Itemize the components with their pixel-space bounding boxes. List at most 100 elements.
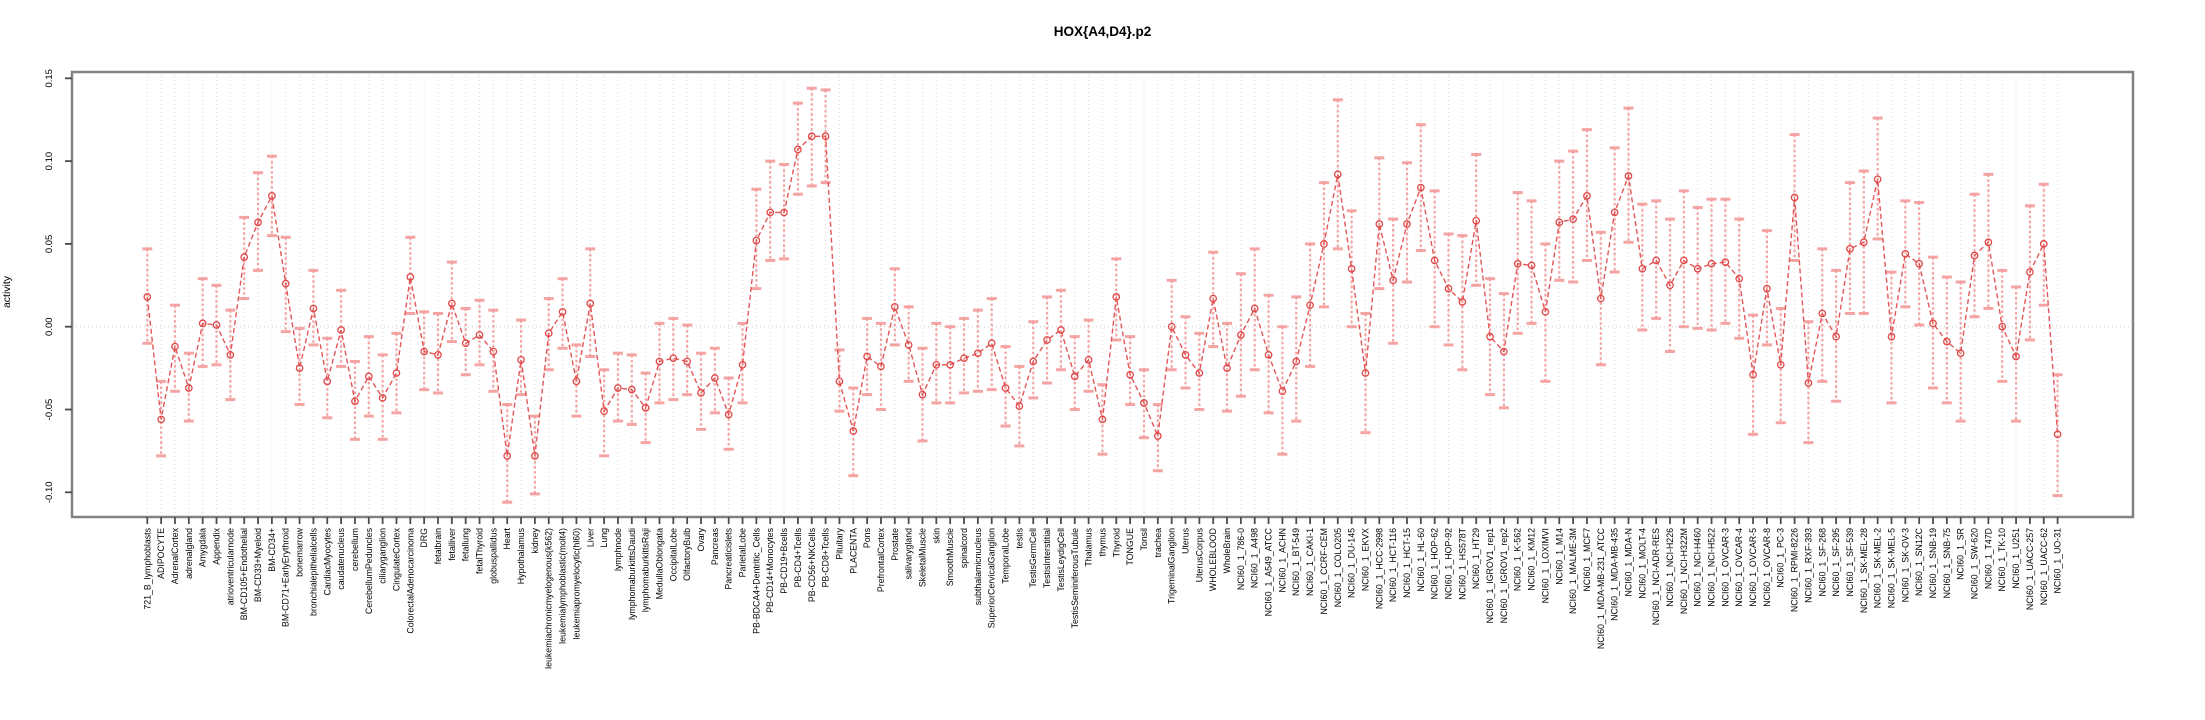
x-tick-label: NCI60_1_OVCAR-8 [1762,528,1772,607]
data-point [1070,372,1079,381]
data-point [309,304,318,313]
data-point [1153,432,1162,440]
data-point [586,299,595,308]
x-tick-label: NCI60_1_ACHN [1277,528,1287,593]
data-point [184,384,193,392]
data-point [1790,193,1799,202]
x-tick-label: NCI60_1_IGROV1_rep1 [1485,528,1495,623]
data-point [1486,332,1494,341]
x-tick-label: NCI60_1_HOP-62 [1430,528,1440,599]
data-point [1707,259,1716,268]
x-tick-label: NCI60_1_UO-31 [2053,528,2063,594]
x-tick-label: leukemialymphoblastic(molt4) [558,528,568,644]
data-point [1001,384,1010,392]
data-point [392,369,401,377]
data-point [143,293,152,301]
error-bars [142,86,2063,504]
x-tick-label: adrenalgland [184,528,194,579]
data-point [1610,208,1619,217]
x-tick-label: NCI60_1_786-0 [1236,528,1246,590]
x-tick-label: NCI60_1_NCI-H322M [1679,528,1689,614]
x-tick-label: NCI60_1_SNB-19 [1928,528,1938,599]
x-tick-label: PB-BDCA4+Dentritic_Cells [751,527,761,633]
x-tick-label: NCI60_1_NCI-H460 [1693,528,1703,607]
data-point [600,407,608,416]
x-tick-label: TONGUE [1125,528,1135,566]
x-tick-label: UterusCorpus [1194,527,1204,582]
x-tick-label: NCI60_1_K-562 [1513,528,1523,591]
x-tick-label: NCI60_1_COLO205 [1333,528,1343,607]
data-point [1458,298,1467,306]
data-point [683,357,692,366]
x-tick-label: Hypothalamus [516,527,526,584]
data-point [1804,379,1813,387]
data-point [1915,259,1924,268]
data-point [1818,309,1827,318]
x-tick-label: NCI60_1_SF-268 [1817,528,1827,597]
x-tick-label: NCI60_1_T47D [1983,528,1993,589]
x-tick-label: NCI60_1_RPMI-8226 [1790,528,1800,612]
x-tick-label: BM-CD33+Myeloid [253,528,263,602]
x-tick-label: salivarygland [904,528,914,579]
x-tick-label: Pancreaticislets [724,527,734,589]
x-tick-label: TestisGermCell [1028,528,1038,588]
x-tick-label: NCI60_1_SF-539 [1845,528,1855,597]
data-point [1347,264,1356,273]
data-point [323,377,332,386]
x-tick-label: lymphomaburkittsDaudi [627,528,637,620]
x-tick-label: NCI60_1_CCRF-CEM [1319,528,1329,615]
data-point [1223,364,1231,372]
data-point [1832,332,1840,341]
x-tick-label: NCI60_1_MCF7 [1582,528,1592,592]
data-point [434,351,442,359]
x-tick-label: NCI60_1_HS578T [1457,527,1467,600]
x-tick-label: NCI60_1_UACC-257 [2025,528,2035,610]
x-tick-label: CingulateCortex [391,527,401,591]
x-tick-label: fetalThyroid [475,528,485,574]
data-point [1500,347,1508,356]
x-tick-label: Uterus [1181,527,1191,554]
data-point [1444,284,1453,293]
data-point [447,299,456,308]
data-point [1749,370,1757,379]
x-tick-label: OccipitalLobe [668,528,678,581]
x-tick-label: NCI60_1_SK-MEL-28 [1859,528,1869,613]
x-tick-label: Prostate [890,528,900,561]
x-tick-label: NCI60_1_UACC-62 [2039,528,2049,605]
x-tick-label: SuperiorCervicalGanglion [987,528,997,628]
x-tick-label: PLACENTA [848,528,858,574]
x-tick-label: ColorectalAdenocarcinoma [405,528,415,634]
data-point [171,342,179,351]
data-point [2039,240,2048,248]
data-point [1735,274,1744,283]
x-tick-label: trachea [1153,528,1163,557]
x-tick-label: NCI60_1_SK-OV-3 [1900,528,1910,602]
x-tick-label: NCI60_1_SR [1956,528,1966,580]
x-tick-label: BM-CD34+ [267,528,277,572]
x-tick-label: NCI60_1_CAKI-1 [1305,528,1315,596]
x-tick-label: NCI60_1_MDA-N [1623,528,1633,596]
data-point [1389,276,1397,285]
x-tick-label: lymphnode [613,528,623,571]
data-point [1652,256,1661,265]
y-axis: -0.10 -0.05 0.00 0.05 0.10 0.15 [44,69,72,503]
data-point [1043,336,1051,344]
x-tick-label: CardiacMyocytes [322,527,332,595]
data-point [1209,294,1218,303]
x-tick-label: thymus [1097,527,1107,556]
data-point [1292,357,1301,366]
data-point [835,377,844,386]
chart-title: HOX{A4,D4}.p2 [1053,24,1152,39]
data-point [1666,281,1674,290]
data-point [960,354,968,363]
x-tick-label: caudatenucleus [336,527,346,589]
x-tick-label: NCI60_1_IGROV1_rep2 [1499,528,1509,623]
data-point [295,364,304,372]
x-tick-label: Tonsil [1139,528,1149,551]
data-point [1679,256,1688,265]
data-point [807,132,816,141]
data-point [337,326,345,334]
data-point [1887,332,1896,341]
x-tick-label: CerebellumPeduncles [364,527,374,614]
